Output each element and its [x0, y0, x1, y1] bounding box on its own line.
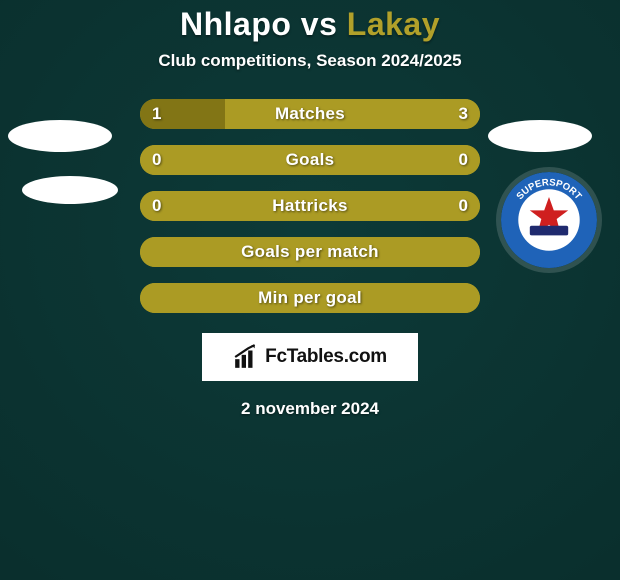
stat-label: Goals [140, 145, 480, 175]
watermark-text: FcTables.com [265, 346, 387, 368]
stat-row: Goals per match [0, 237, 620, 267]
stat-value-left: 0 [152, 191, 161, 221]
stat-value-right: 0 [459, 191, 468, 221]
watermark-box: FcTables.com [202, 333, 418, 381]
stat-row: Matches1 3 [0, 99, 620, 129]
watermark-chart-icon [233, 344, 259, 370]
stat-label: Min per goal [140, 283, 480, 313]
stat-value-right: 0 [459, 145, 468, 175]
stat-bar: Hattricks0 0 [140, 191, 480, 221]
subtitle: Club competitions, Season 2024/2025 [0, 51, 620, 71]
stat-row: Min per goal [0, 283, 620, 313]
stat-row: Hattricks0 0 [0, 191, 620, 221]
snapshot-date: 2 november 2024 [0, 399, 620, 419]
stat-bar: Goals0 0 [140, 145, 480, 175]
stat-bar: Min per goal [140, 283, 480, 313]
stat-value-left: 0 [152, 145, 161, 175]
stat-bar: Matches1 3 [140, 99, 480, 129]
stat-label: Goals per match [140, 237, 480, 267]
stat-label: Hattricks [140, 191, 480, 221]
content-root: Nhlapo vs Lakay Club competitions, Seaso… [0, 0, 620, 419]
stat-value-right: 3 [459, 99, 468, 129]
stat-label: Matches [140, 99, 480, 129]
stat-bar: Goals per match [140, 237, 480, 267]
stat-row: Goals0 0 [0, 145, 620, 175]
stat-value-left: 1 [152, 99, 161, 129]
comparison-title: Nhlapo vs Lakay [0, 6, 620, 43]
